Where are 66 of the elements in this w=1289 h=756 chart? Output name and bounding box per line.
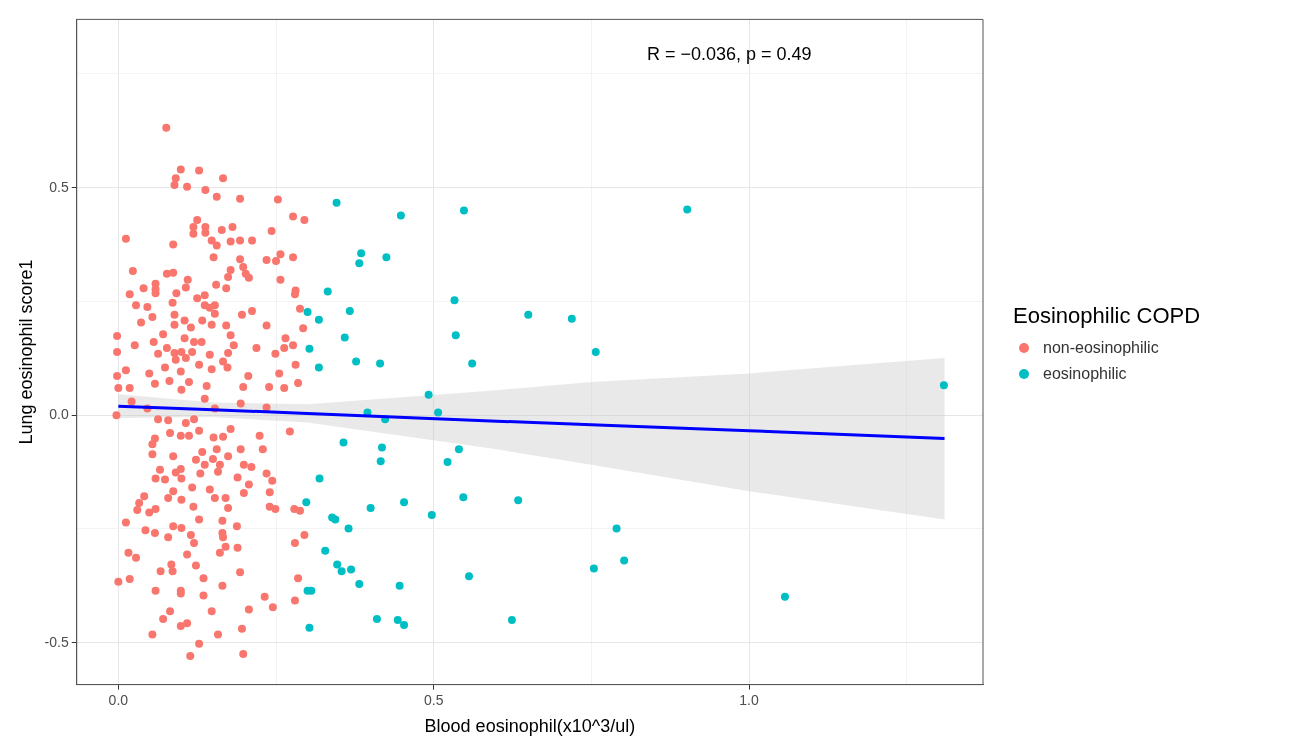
point [459, 493, 468, 502]
point [589, 564, 598, 573]
point [305, 344, 314, 353]
point [376, 359, 385, 368]
point [305, 623, 314, 632]
point [939, 381, 948, 390]
point [396, 211, 405, 220]
point [468, 359, 477, 368]
point [314, 363, 323, 372]
point [465, 572, 473, 581]
legend-title: Eosinophilic COPD [1013, 303, 1201, 329]
y-tick-label: 0.5 [49, 178, 69, 195]
point [339, 438, 348, 447]
point [450, 296, 459, 305]
legend-label: eosinophilic [1043, 365, 1127, 383]
point [612, 524, 621, 533]
point [524, 310, 533, 319]
point [357, 249, 366, 258]
point [400, 498, 409, 507]
point [620, 556, 629, 565]
point [377, 443, 386, 452]
y-axis-title: Lung eosinophil score1 [15, 259, 36, 445]
point [340, 333, 349, 342]
point [780, 592, 789, 601]
point [352, 357, 361, 366]
point [303, 307, 312, 316]
point [366, 504, 375, 513]
point [314, 315, 323, 324]
annotation: R = −0.036, p = 0.49 [646, 44, 812, 65]
point [344, 524, 353, 533]
point [424, 390, 433, 399]
point [683, 205, 692, 214]
x-tick-label: 0.0 [108, 691, 129, 708]
point [321, 546, 330, 555]
legend-label: non-eosinophilic [1043, 339, 1159, 357]
y-tick-label: 0.0 [49, 406, 69, 423]
point [514, 496, 523, 505]
point [332, 198, 341, 207]
point [333, 560, 342, 569]
point [567, 314, 576, 323]
point [345, 307, 354, 316]
point [376, 457, 385, 466]
x-tick-label: 0.5 [423, 691, 444, 708]
point [347, 565, 356, 574]
point [451, 331, 460, 340]
y-tick-label: -0.5 [44, 633, 69, 650]
point [427, 510, 436, 519]
point [323, 287, 332, 296]
point [393, 615, 402, 624]
point [337, 567, 346, 576]
point [302, 498, 311, 507]
point [591, 348, 600, 356]
point [507, 615, 516, 624]
point [434, 408, 443, 417]
point [355, 580, 364, 589]
point [382, 253, 391, 262]
point [459, 206, 468, 215]
point [355, 259, 364, 268]
point [372, 615, 381, 624]
point [395, 581, 404, 590]
point [454, 445, 463, 454]
point [443, 458, 452, 467]
x-axis-title: Blood eosinophil(x10^3/ul) [424, 716, 636, 737]
point [315, 474, 324, 483]
x-tick-label: 1.0 [739, 691, 759, 708]
point [400, 621, 409, 629]
